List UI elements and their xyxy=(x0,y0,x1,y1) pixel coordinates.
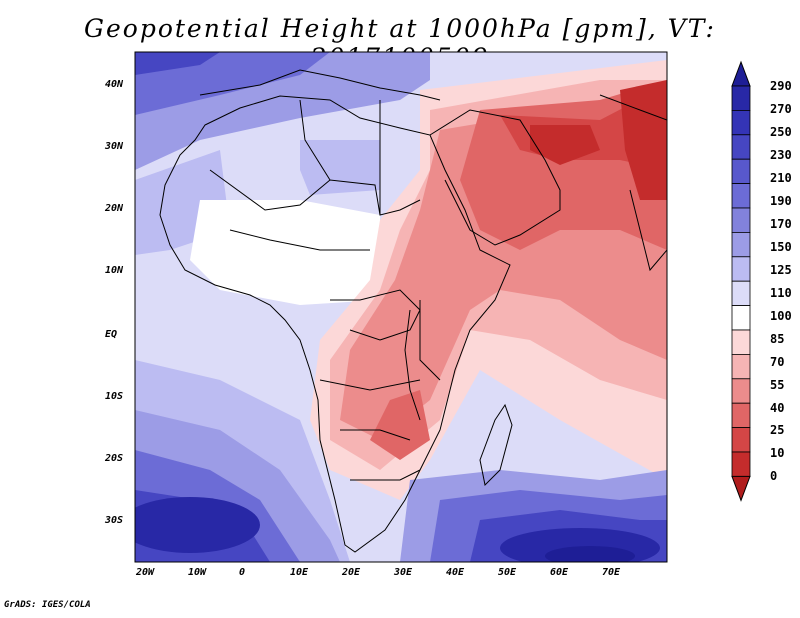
colorbar-level-label: 290 xyxy=(770,79,792,93)
colorbar-level-label: 125 xyxy=(770,262,792,277)
colorbar-bottom-arrow xyxy=(731,475,751,502)
colorbar-swatch xyxy=(731,85,751,111)
lon-tick-label: 60E xyxy=(550,567,569,578)
colorbar-level-label: 40 xyxy=(770,400,785,415)
colorbar-swatch xyxy=(731,231,751,258)
colorbar-swatch xyxy=(731,329,751,355)
colorbar-level-label: 210 xyxy=(770,170,792,185)
colorbar-level-label: 85 xyxy=(770,331,785,346)
colorbar-swatch xyxy=(731,183,751,209)
colorbar-level-label: 170 xyxy=(770,216,792,231)
lat-tick-label: 20N xyxy=(105,203,124,214)
coastlines xyxy=(159,69,667,553)
lat-tick-label: 30S xyxy=(105,515,124,526)
colorbar-level-label: 250 xyxy=(770,124,792,139)
lat-tick-label: EQ xyxy=(105,329,118,340)
colorbar-swatch xyxy=(731,427,751,453)
lon-tick-label: 70E xyxy=(602,567,621,578)
lat-tick-label: 10N xyxy=(105,265,124,276)
lat-tick-label: 20S xyxy=(105,453,124,464)
lon-tick-label: 20E xyxy=(342,567,361,578)
colorbar xyxy=(731,60,751,502)
colorbar-swatch xyxy=(731,256,751,282)
colorbar-level-label: 270 xyxy=(770,101,792,116)
colorbar-level-label: 110 xyxy=(770,285,792,300)
lon-tick-label: 10E xyxy=(290,567,309,578)
colorbar-swatch xyxy=(731,134,751,160)
height-field xyxy=(135,52,667,562)
colorbar-swatch xyxy=(731,378,751,404)
lon-tick-label: 20W xyxy=(136,567,155,578)
colorbar-swatch xyxy=(731,353,751,380)
lat-tick-label: 10S xyxy=(105,391,124,402)
colorbar-level-label: 150 xyxy=(770,239,792,254)
colorbar-level-label: 190 xyxy=(770,193,792,208)
colorbar-level-label: 70 xyxy=(770,354,785,369)
colorbar-swatch xyxy=(731,305,751,331)
plot-frame xyxy=(134,51,668,563)
colorbar-level-label: 55 xyxy=(770,377,785,392)
colorbar-level-label: 10 xyxy=(770,446,785,461)
colorbar-top-arrow xyxy=(731,60,751,87)
colorbar-swatch xyxy=(731,402,751,429)
colorbar-swatch xyxy=(731,207,751,233)
lon-tick-label: 50E xyxy=(498,567,517,578)
grads-credit: GrADS: IGES/COLA xyxy=(4,600,91,610)
lon-tick-label: 10W xyxy=(188,567,207,578)
lon-tick-label: 0 xyxy=(239,567,246,578)
colorbar-level-label: 0 xyxy=(770,469,778,484)
colorbar-level-label: 25 xyxy=(770,423,785,438)
colorbar-swatch xyxy=(731,158,751,184)
lon-tick-label: 30E xyxy=(394,567,413,578)
colorbar-swatch xyxy=(731,451,751,477)
lon-tick-label: 40E xyxy=(446,567,465,578)
lat-tick-label: 30N xyxy=(105,141,124,152)
colorbar-swatch xyxy=(731,110,751,136)
colorbar-level-label: 230 xyxy=(770,147,792,162)
colorbar-swatch xyxy=(731,280,751,307)
lat-tick-label: 40N xyxy=(105,79,124,90)
colorbar-level-label: 100 xyxy=(770,308,792,323)
